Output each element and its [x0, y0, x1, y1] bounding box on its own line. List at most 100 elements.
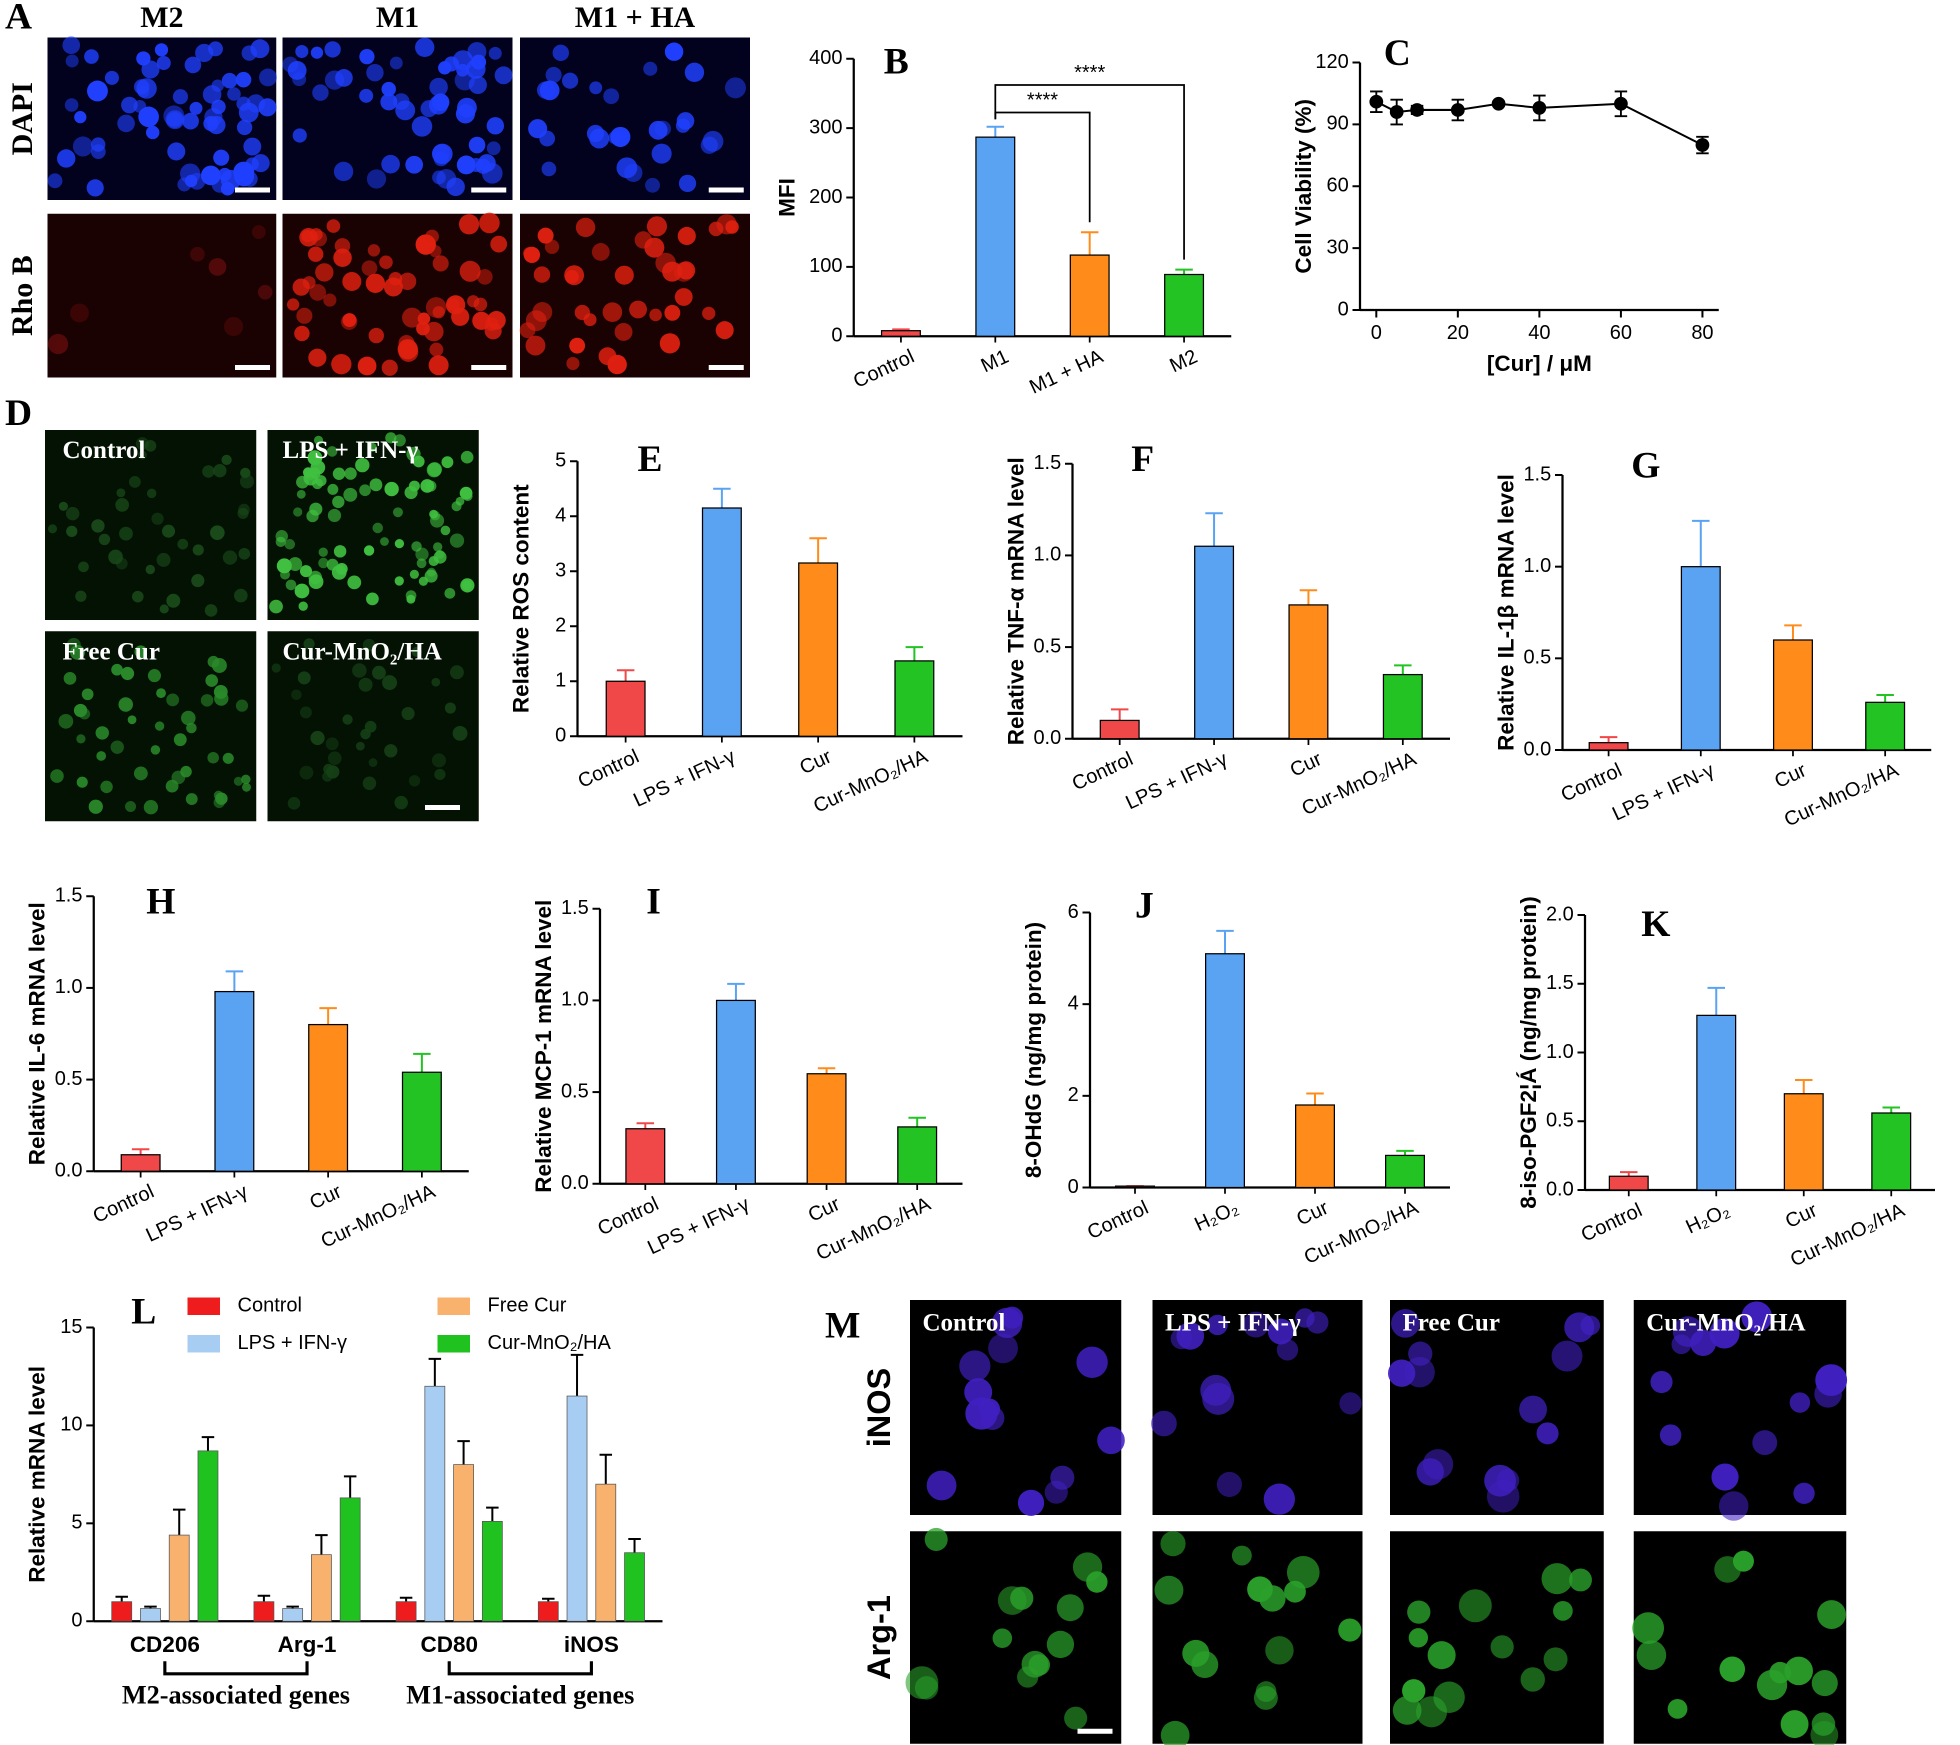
- cell: [87, 80, 108, 102]
- cell: [1267, 1318, 1294, 1345]
- cell: [365, 273, 385, 293]
- cell: [343, 487, 358, 502]
- cell: [127, 715, 137, 725]
- cell: [145, 564, 156, 575]
- cells: [1650, 1301, 1848, 1521]
- cell: [327, 751, 342, 765]
- cell: [285, 579, 297, 591]
- cell: [372, 665, 386, 680]
- cell: [404, 485, 418, 500]
- cell: [250, 39, 270, 59]
- error-bar: [636, 1122, 655, 1129]
- bar: [1099, 719, 1140, 740]
- cell: [1242, 1311, 1269, 1338]
- cell: [1216, 1471, 1242, 1498]
- cell: [78, 708, 91, 720]
- cell: [429, 77, 448, 97]
- x-tick-label: LPS + IFN-γ: [1609, 759, 1718, 825]
- cell: [649, 308, 662, 322]
- cell: [309, 284, 327, 301]
- micrograph-label: Cur-MnO₂/HA: [283, 638, 442, 665]
- bar: [701, 507, 742, 737]
- cells: [1387, 1309, 1601, 1513]
- cell: [47, 333, 69, 355]
- cell: [528, 119, 548, 139]
- cell: [1541, 1563, 1573, 1595]
- cell: [384, 744, 398, 758]
- cell: [147, 669, 161, 683]
- cell: [384, 481, 399, 497]
- cell: [227, 87, 241, 101]
- cell: [326, 219, 341, 233]
- error-bar: [1299, 589, 1318, 605]
- cell: [222, 752, 234, 764]
- cell: [324, 41, 341, 58]
- cells: [905, 1527, 1108, 1730]
- bar: [214, 990, 255, 1172]
- bar: [880, 330, 921, 337]
- cell: [1520, 1667, 1545, 1692]
- cell: [296, 489, 306, 499]
- cell: [65, 506, 80, 521]
- bar: [798, 562, 839, 737]
- point: [1450, 103, 1465, 117]
- cell: [368, 327, 384, 344]
- cell: [1752, 1430, 1778, 1456]
- y-tick-label: 1.0: [1546, 1041, 1574, 1063]
- cell: [47, 524, 58, 534]
- scale-bar: [471, 187, 507, 193]
- cell: [163, 105, 185, 127]
- y-tick-label: 3: [555, 560, 566, 582]
- scale-bar: [1077, 1728, 1113, 1734]
- cell: [128, 475, 141, 488]
- bar: [1772, 639, 1813, 751]
- cell: [1536, 1422, 1559, 1445]
- x-tick-label: Cur: [1771, 759, 1810, 793]
- y-tick-label: 0.0: [561, 1172, 589, 1194]
- cell: [486, 117, 505, 135]
- legend-label: Cur-MnO₂/HA: [488, 1332, 612, 1354]
- cell: [284, 539, 296, 550]
- cell: [76, 734, 86, 744]
- cell: [702, 306, 716, 320]
- cell: [151, 512, 164, 525]
- cell: [366, 592, 379, 606]
- cell: [651, 143, 672, 164]
- cell: [211, 658, 227, 673]
- cell: [1191, 1651, 1219, 1679]
- group-label: M2-associated genes: [122, 1681, 350, 1710]
- cell: [310, 730, 325, 746]
- y-tick-label: 1.5: [1546, 972, 1574, 994]
- cell: [1295, 1308, 1315, 1328]
- micrograph-label: LPS + IFN-γ: [1165, 1310, 1301, 1337]
- x-tick-label: CD80: [420, 1632, 478, 1657]
- error-bar: [1394, 664, 1412, 675]
- cell: [362, 638, 376, 652]
- x-tick-label: LPS + IFN-γ: [644, 1193, 753, 1259]
- cell: [408, 775, 421, 787]
- bar: [1115, 1185, 1155, 1189]
- cell: [56, 149, 76, 168]
- point: [1410, 103, 1424, 117]
- cells: [926, 1306, 1125, 1516]
- y-tick-label: 1.0: [561, 989, 589, 1011]
- cell: [429, 244, 442, 258]
- cell: [180, 765, 192, 778]
- bar: [1069, 254, 1110, 337]
- cell: [1408, 1628, 1429, 1648]
- cell: [292, 72, 307, 87]
- error-bar: [131, 1148, 150, 1155]
- cell: [484, 322, 502, 340]
- cell: [1231, 1545, 1252, 1566]
- cell: [654, 120, 672, 137]
- cell: [1176, 1322, 1205, 1350]
- cell: [110, 740, 124, 754]
- cell: [208, 41, 223, 57]
- cell: [342, 272, 362, 292]
- cell: [137, 85, 150, 98]
- x-tick-label: Control: [1069, 748, 1137, 795]
- bar: [1871, 1112, 1912, 1191]
- cell: [415, 37, 435, 58]
- cell: [382, 675, 398, 691]
- cell: [1580, 1315, 1601, 1336]
